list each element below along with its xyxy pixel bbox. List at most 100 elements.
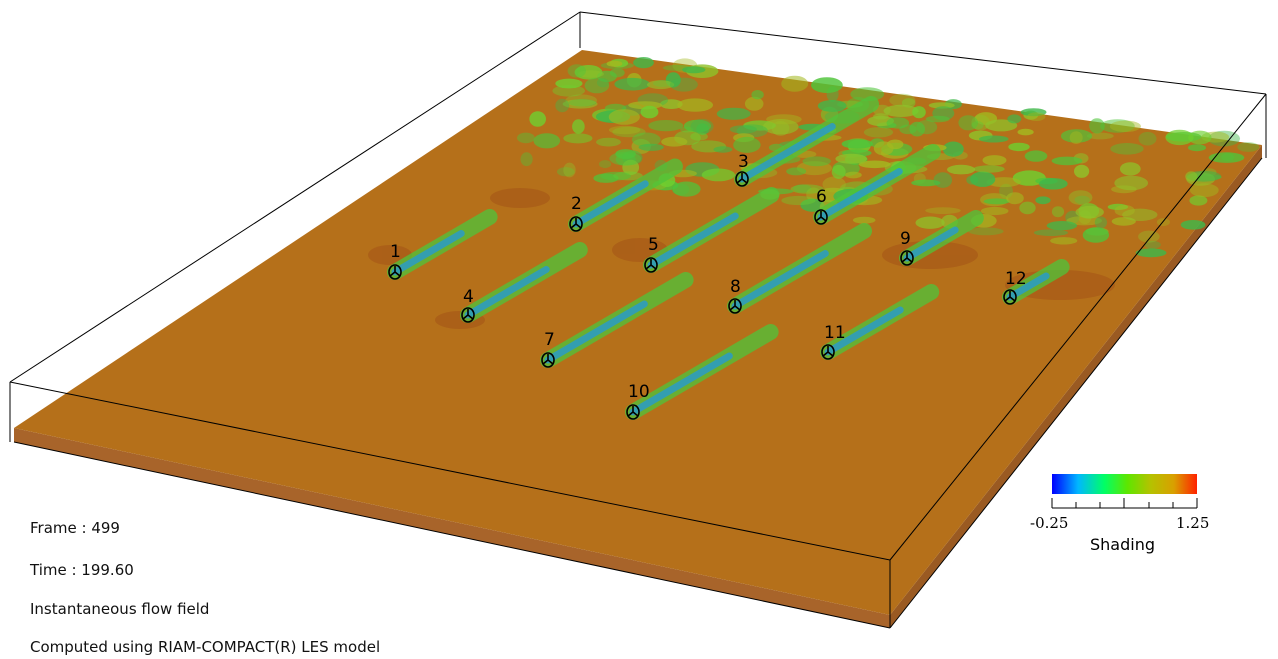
turbulence-patch <box>584 77 610 94</box>
turbulence-patch <box>597 70 617 82</box>
turbine-label: 3 <box>738 152 749 172</box>
turbulence-patch <box>633 57 654 69</box>
turbine-rotor-icon <box>814 209 828 225</box>
turbulence-patch <box>572 119 585 134</box>
turbulence-patch <box>968 227 1004 236</box>
turbine-blades-icon <box>627 406 639 417</box>
turbine-12: 12 <box>1003 269 1027 305</box>
turbulence-patch <box>638 143 664 151</box>
domain-box-back <box>9 11 1267 383</box>
turbulence-patch <box>886 117 910 129</box>
turbine-label: 7 <box>544 330 555 350</box>
turbine-10: 10 <box>626 382 650 420</box>
turbulence-patch <box>672 181 701 197</box>
domain-box-front <box>9 93 1267 629</box>
turbulence-patch <box>806 187 822 202</box>
turbulence-patch <box>1110 143 1144 155</box>
turbulence-patch <box>982 155 1007 166</box>
turbulence-patch <box>533 133 561 149</box>
turbulence-patch <box>661 136 688 147</box>
turbulence-patch <box>1237 142 1260 152</box>
turbulence-patch <box>1138 131 1157 146</box>
turbulence-patch <box>958 115 978 131</box>
turbulence-patch <box>1165 129 1194 146</box>
turbulence-patch <box>1185 171 1198 182</box>
turbulence-patch <box>835 153 867 164</box>
turbulence-patch <box>817 100 847 112</box>
turbulence-patch <box>786 167 807 176</box>
turbulence-patch <box>873 113 889 120</box>
turbulence-patch <box>1050 237 1078 245</box>
turbulence-patch <box>1046 221 1078 231</box>
turbulence-patch <box>1144 240 1161 249</box>
turbulence-patch <box>529 111 546 127</box>
turbulence-patch <box>916 120 938 135</box>
wake-core <box>629 352 733 416</box>
turbulence-patch <box>733 136 761 153</box>
turbulence-patch <box>1066 216 1102 226</box>
turbulence-patch <box>567 64 586 78</box>
turbulence-patch <box>1188 144 1206 152</box>
turbulence-patch <box>1060 129 1093 143</box>
turbulence-patch <box>517 132 535 144</box>
turbulence-patch <box>1094 216 1107 229</box>
turbulence-patch <box>555 78 583 89</box>
turbulence-patch <box>555 98 570 113</box>
turbulence-patch <box>887 139 904 150</box>
turbine-label: 4 <box>463 287 474 307</box>
turbulence-patch <box>557 167 575 177</box>
turbulence-patch <box>858 160 891 169</box>
turbulence-patch <box>751 90 764 100</box>
turbine-4: 4 <box>461 287 475 323</box>
turbulence-patch <box>947 164 976 175</box>
turbine-rotor-icon <box>388 264 402 280</box>
turbulence-patch <box>1008 142 1030 152</box>
turbulence-patch <box>1051 206 1065 218</box>
turbulence-patch <box>744 96 764 111</box>
turbulence-patch <box>614 77 650 91</box>
wake-core <box>647 212 739 269</box>
turbulence-patch <box>1038 178 1068 190</box>
turbulence-patch <box>811 77 843 93</box>
turbulence-patch <box>615 149 636 159</box>
colorbar-ticks <box>1051 498 1198 509</box>
turbulence-patch <box>677 98 713 112</box>
turbulence-patch <box>608 109 640 125</box>
turbulence-patch <box>971 121 984 130</box>
turbine-11: 11 <box>821 323 846 360</box>
turbine-3: 3 <box>735 152 749 187</box>
turbulence-patch <box>802 156 831 167</box>
turbine-label: 12 <box>1005 269 1027 289</box>
turbulence-patch <box>1221 153 1235 162</box>
turbine-label: 8 <box>730 277 741 297</box>
turbulence-patch <box>578 70 604 78</box>
wake-core <box>391 230 465 276</box>
turbulence-patch <box>1020 108 1047 117</box>
turbulence-patch <box>1114 175 1149 191</box>
turbulence-patch <box>841 139 873 149</box>
turbulence-patch <box>1119 162 1141 176</box>
turbulence-patch <box>793 184 812 193</box>
turbine-rotor-icon <box>541 352 555 368</box>
turbulence-patch <box>1122 208 1158 221</box>
turbulence-patch <box>1188 130 1212 145</box>
turbulence-patch <box>600 171 631 181</box>
turbine-blades-icon <box>736 173 748 184</box>
turbine-rotor-icon <box>644 257 658 273</box>
wake-core <box>824 306 904 356</box>
turbine-blades-icon <box>542 354 554 365</box>
turbulence-patch <box>781 195 816 206</box>
turbine-5: 5 <box>644 235 659 273</box>
turbine-rotor-icon <box>626 404 640 420</box>
turbulence-patch <box>781 75 809 92</box>
turbine-rotor-icon <box>900 250 914 266</box>
colorbar-title: Shading <box>1090 535 1155 554</box>
turbulence-patch <box>568 98 597 107</box>
colorbar: -0.25 1.25 Shading <box>1030 474 1209 554</box>
turbulence-patch <box>1074 195 1090 205</box>
turbulence-patch <box>1069 131 1083 145</box>
turbine-1: 1 <box>388 242 402 280</box>
turbulence-patch <box>1156 218 1170 227</box>
turbine-blades-icon <box>1004 291 1016 302</box>
